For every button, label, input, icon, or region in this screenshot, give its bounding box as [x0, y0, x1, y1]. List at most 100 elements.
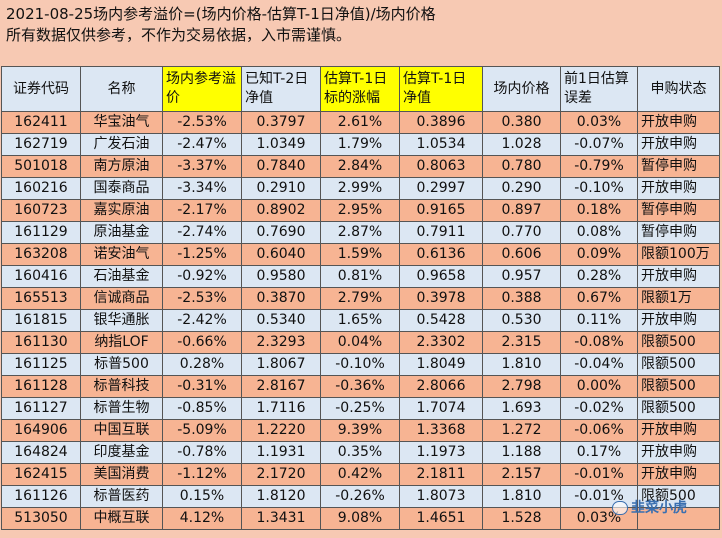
cell-t1-change: -0.10% — [320, 353, 400, 376]
table-row[interactable]: 161127 标普生物 -0.85% 1.7116 -0.25% 1.7074 1.693-… — [1, 397, 720, 420]
table-row[interactable]: 161126 标普医药 0.15% 1.8120 -0.26% 1.8073 1.810 -0… — [1, 485, 720, 508]
cell-name: 标普科技 — [80, 375, 163, 398]
cell-t1-change: -0.36% — [320, 375, 400, 398]
cell-code: 160216 — [1, 177, 81, 200]
cell-status: 开放申购 — [637, 133, 720, 156]
cell-t2-nav: 0.9580 — [241, 265, 321, 288]
cell-premium: -3.37% — [162, 155, 242, 178]
cell-error: 0.03% — [560, 111, 638, 134]
table-row[interactable]: 162411 华宝油气 -2.53% 0.3797 2.61% 0.3896 0.380 0.… — [1, 111, 720, 134]
cell-t1-change: -0.26% — [320, 485, 400, 508]
cell-error: 0.18% — [560, 199, 638, 222]
cell-t1-change: 2.61% — [320, 111, 400, 134]
cell-price: 2.798 — [482, 375, 561, 398]
cell-t2-nav: 1.0349 — [241, 133, 321, 156]
table-row[interactable]: 160216 国泰商品 -3.34% 0.2910 2.99% 0.2997 0.290 -0… — [1, 177, 720, 200]
table-row[interactable]: 164824 印度基金 -0.78% 1.1931 0.35% 1.1973 1.188 0.… — [1, 441, 720, 464]
cell-premium: -5.09% — [162, 419, 242, 442]
table-row[interactable]: 162415 美国消费 -1.12% 2.1720 0.42% 2.1811 2.157 -0… — [1, 463, 720, 486]
cell-t1-nav: 0.9165 — [399, 199, 483, 222]
cell-t2-nav: 1.2220 — [241, 419, 321, 442]
cell-error: -0.01% — [560, 485, 638, 508]
cell-name: 信诚商品 — [80, 287, 163, 310]
cell-price: 0.897 — [482, 199, 561, 222]
cell-t1-nav: 2.1811 — [399, 463, 483, 486]
table-row[interactable]: 161128 标普科技 -0.31% 2.8167 -0.36% 2.8066 2.798 0… — [1, 375, 720, 398]
cell-t1-nav: 0.9658 — [399, 265, 483, 288]
table-row[interactable]: 164906 中国互联 -5.09% 1.2220 9.39% 1.3368 1.272 -0… — [1, 419, 720, 442]
table-row[interactable]: 161815 银华通胀 -2.42% 0.5340 1.65% 0.5428 0.530 0.… — [1, 309, 720, 332]
table-row[interactable]: 513050 中概互联 4.12% 1.3431 9.08% 1.4651 1.528 0.0… — [1, 507, 720, 530]
table-row[interactable]: 501018 南方原油 -3.37% 0.7840 2.84% 0.8063 0.780 -0… — [1, 155, 720, 178]
cell-price: 1.810 — [482, 485, 561, 508]
cell-status — [637, 507, 720, 530]
cell-name: 美国消费 — [80, 463, 163, 486]
cell-error: 0.67% — [560, 287, 638, 310]
cell-premium: -1.25% — [162, 243, 242, 266]
cell-t1-change: 9.39% — [320, 419, 400, 442]
table-row[interactable]: 162719 广发石油 -2.47% 1.0349 1.79% 1.0534 1.028 -0… — [1, 133, 720, 156]
col-header-t1-nav[interactable]: 估算T-1日净值 — [399, 66, 483, 112]
cell-premium: -0.78% — [162, 441, 242, 464]
cell-code: 162719 — [1, 133, 81, 156]
cell-error: 0.28% — [560, 265, 638, 288]
cell-t2-nav: 0.6040 — [241, 243, 321, 266]
cell-status: 开放申购 — [637, 463, 720, 486]
cell-t1-change: 2.87% — [320, 221, 400, 244]
cell-status: 开放申购 — [637, 419, 720, 442]
cell-code: 162415 — [1, 463, 81, 486]
cell-status: 开放申购 — [637, 441, 720, 464]
cell-error: -0.01% — [560, 463, 638, 486]
cell-error: -0.08% — [560, 331, 638, 354]
table-row[interactable]: 163208 诺安油气 -1.25% 0.6040 1.59% 0.6136 0.606 0.… — [1, 243, 720, 266]
cell-code: 161130 — [1, 331, 81, 354]
cell-t1-change: 1.59% — [320, 243, 400, 266]
cell-t1-change: -0.25% — [320, 397, 400, 420]
col-header-status[interactable]: 申购状态 — [637, 66, 720, 112]
cell-t1-change: 0.81% — [320, 265, 400, 288]
cell-code: 513050 — [1, 507, 81, 530]
cell-t1-nav: 0.3978 — [399, 287, 483, 310]
cell-status: 开放申购 — [637, 265, 720, 288]
cell-t1-change: 2.95% — [320, 199, 400, 222]
table-row[interactable]: 160723 嘉实原油 -2.17% 0.8902 2.95% 0.9165 0.897 0.… — [1, 199, 720, 222]
col-header-premium[interactable]: 场内参考溢价 — [162, 66, 242, 112]
table-row[interactable]: 160416 石油基金 -0.92% 0.9580 0.81% 0.9658 0.957 0.… — [1, 265, 720, 288]
table-row[interactable]: 161129 原油基金 -2.74% 0.7690 2.87% 0.7911 0.770 0.… — [1, 221, 720, 244]
cell-price: 1.693 — [482, 397, 561, 420]
cell-t1-nav: 1.8049 — [399, 353, 483, 376]
cell-price: 0.957 — [482, 265, 561, 288]
cell-name: 国泰商品 — [80, 177, 163, 200]
table-row[interactable]: 161125 标普500 0.28% 1.8067 -0.10% 1.8049 1.810-… — [1, 353, 720, 376]
cell-error: 0.08% — [560, 221, 638, 244]
col-header-t1-change[interactable]: 估算T-1日标的涨幅 — [320, 66, 400, 112]
cell-status: 限额500 — [637, 397, 720, 420]
cell-t1-change: 0.04% — [320, 331, 400, 354]
col-header-error[interactable]: 前1日估算误差 — [560, 66, 638, 112]
cell-error: -0.04% — [560, 353, 638, 376]
cell-premium: -2.17% — [162, 199, 242, 222]
cell-status: 暂停申购 — [637, 155, 720, 178]
cell-error: 0.17% — [560, 441, 638, 464]
cell-t2-nav: 0.8902 — [241, 199, 321, 222]
cell-premium: -2.74% — [162, 221, 242, 244]
col-header-name[interactable]: 名称 — [80, 66, 163, 112]
cell-t1-change: 1.65% — [320, 309, 400, 332]
cell-premium: 0.28% — [162, 353, 242, 376]
table-header-row: 证券代码 名称 场内参考溢价 已知T-2日净值 估算T-1日标的涨幅 估算T-1… — [1, 66, 720, 112]
col-header-price[interactable]: 场内价格 — [482, 66, 561, 112]
col-header-t2-nav[interactable]: 已知T-2日净值 — [241, 66, 321, 112]
table-row[interactable]: 165513 信诚商品 -2.53% 0.3870 2.79% 0.3978 0.388 0.… — [1, 287, 720, 310]
col-header-code[interactable]: 证券代码 — [1, 66, 81, 112]
cell-t1-nav: 1.7074 — [399, 397, 483, 420]
table-row[interactable]: 161130 纳指LOF -0.66% 2.3293 0.04% 2.3302 2.315-… — [1, 331, 720, 354]
cell-t1-change: 2.99% — [320, 177, 400, 200]
cell-code: 160416 — [1, 265, 81, 288]
cell-name: 中概互联 — [80, 507, 163, 530]
cell-premium: -2.42% — [162, 309, 242, 332]
cell-name: 嘉实原油 — [80, 199, 163, 222]
cell-status: 限额500 — [637, 331, 720, 354]
cell-status: 开放申购 — [637, 309, 720, 332]
cell-status: 限额500 — [637, 353, 720, 376]
cell-status: 开放申购 — [637, 111, 720, 134]
